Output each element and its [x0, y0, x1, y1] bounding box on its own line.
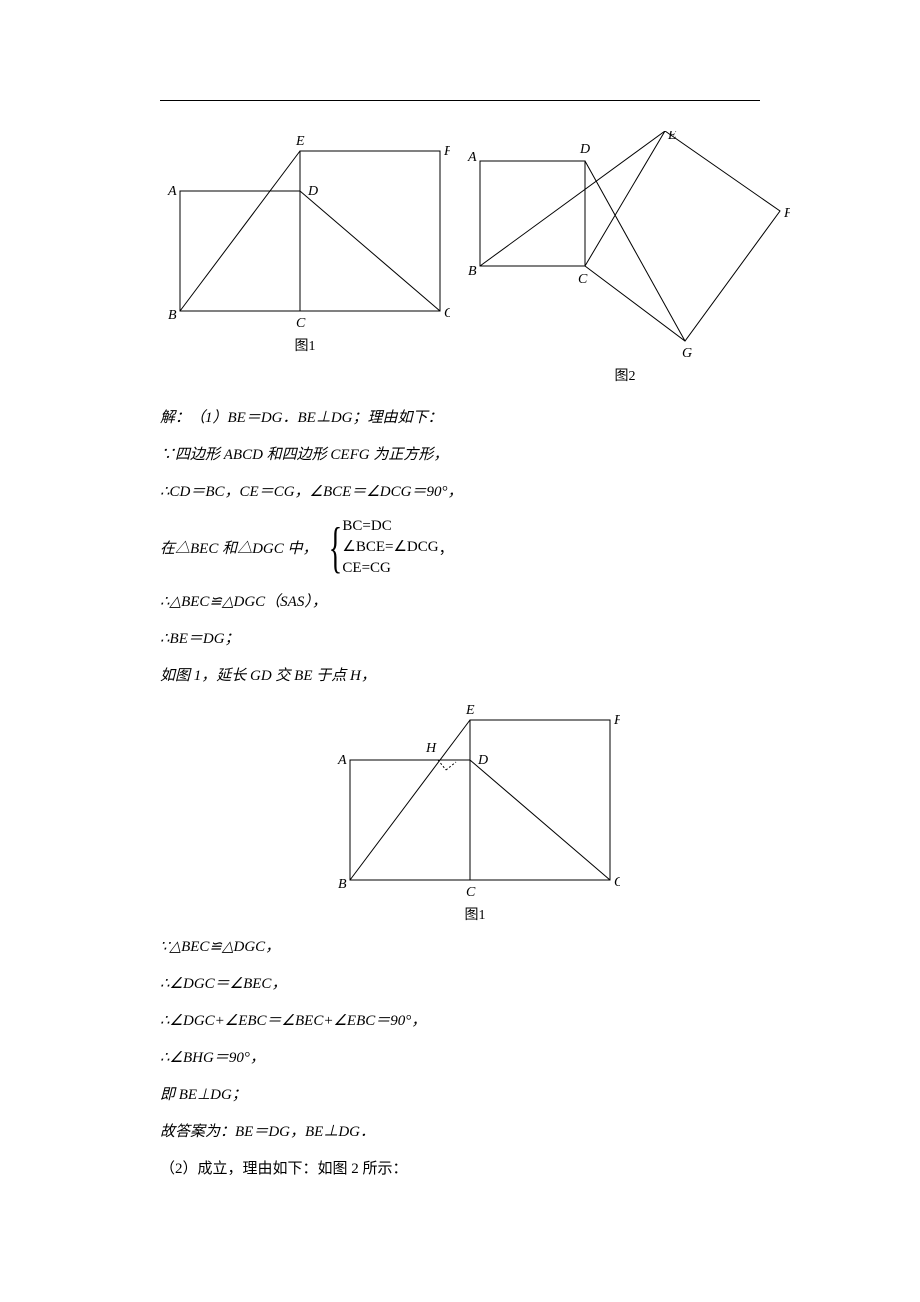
fig1-A: A [167, 184, 177, 199]
sys-prefix: 在△BEC 和△DGC 中， [160, 537, 318, 558]
fig1-F: F [443, 144, 450, 159]
sys-suffix: ， [439, 537, 454, 558]
figure-3-svg: A B C D E F G H [330, 700, 620, 900]
line-p6: 如图 1，延长 GD 交 BE 于点 H， [160, 663, 760, 690]
fig2-C: C [578, 272, 588, 287]
figure-1-svg: A B C D E F G [160, 131, 450, 331]
fig3-F: F [613, 713, 620, 728]
fig3-C: C [466, 885, 476, 900]
line-p9: ∴∠DGC+∠EBC＝∠BEC+∠EBC＝90°， [160, 1008, 760, 1035]
fig1-G: G [444, 306, 450, 321]
figure-3-wrap: A B C D E F G H 图1 [190, 700, 760, 924]
fig2-B: B [468, 264, 477, 279]
figures-row-top: A B C D E F G 图1 [160, 131, 760, 385]
system-block: 在△BEC 和△DGC 中， { BC=DC ∠BCE=∠DCG CE=CG ， [160, 516, 760, 579]
fig1-D: D [307, 184, 318, 199]
line-p4: ∴△BEC≌△DGC（SAS）， [160, 589, 760, 616]
fig1-C: C [296, 316, 306, 331]
line-p12: 故答案为：BE＝DG，BE⊥DG． [160, 1119, 760, 1146]
fig1-caption: 图1 [295, 335, 316, 355]
fig3-D: D [477, 753, 488, 768]
line-p7: ∵△BEC≌△DGC， [160, 934, 760, 961]
sys-line-1: BC=DC [342, 516, 438, 537]
figure-2-wrap: A B C D E F G 图2 [460, 131, 790, 385]
line-p11: 即 BE⊥DG； [160, 1082, 760, 1109]
sys-line-2: ∠BCE=∠DCG [342, 537, 438, 558]
fig2-F: F [783, 206, 790, 221]
sys-line-3: CE=CG [342, 558, 438, 579]
fig2-E: E [667, 131, 677, 143]
fig3-E: E [465, 703, 475, 718]
brace-icon: { [328, 520, 341, 576]
figure-2-svg: A B C D E F G [460, 131, 790, 361]
line-p8: ∴∠DGC＝∠BEC， [160, 971, 760, 998]
fig3-caption: 图1 [465, 904, 486, 924]
fig2-D: D [579, 142, 590, 157]
fig3-G: G [614, 875, 620, 890]
fig3-A: A [337, 753, 347, 768]
fig2-G: G [682, 346, 692, 361]
fig3-B: B [338, 877, 347, 892]
line-p1: 解：（1）BE＝DG．BE⊥DG；理由如下： [160, 405, 760, 432]
fig2-caption: 图2 [615, 365, 636, 385]
fig3-H: H [425, 741, 437, 756]
line-p10: ∴∠BHG＝90°， [160, 1045, 760, 1072]
fig1-E: E [295, 134, 305, 149]
fig1-B: B [168, 308, 177, 323]
line-p2: ∵四边形 ABCD 和四边形 CEFG 为正方形， [160, 442, 760, 469]
line-p5: ∴BE＝DG； [160, 626, 760, 653]
top-rule [160, 100, 760, 101]
fig2-A: A [467, 150, 477, 165]
body-text: 解：（1）BE＝DG．BE⊥DG；理由如下： ∵四边形 ABCD 和四边形 CE… [160, 405, 760, 1183]
line-p13: （2）成立，理由如下：如图 2 所示： [160, 1156, 760, 1183]
figure-1-wrap: A B C D E F G 图1 [160, 131, 450, 385]
line-p3: ∴CD＝BC，CE＝CG，∠BCE＝∠DCG＝90°， [160, 479, 760, 506]
